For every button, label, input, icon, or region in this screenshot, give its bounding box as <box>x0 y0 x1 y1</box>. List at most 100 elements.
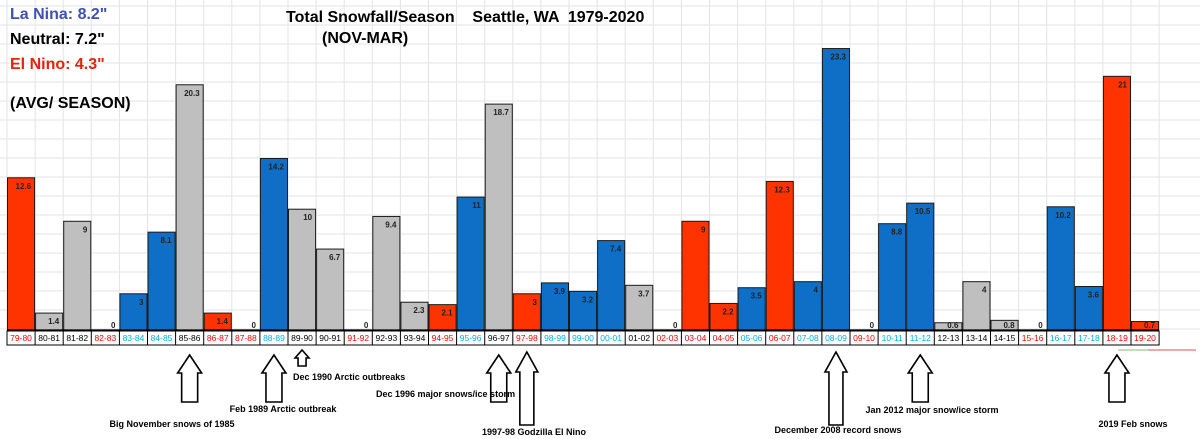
legend-neutral: Neutral: 7.2" <box>10 31 105 48</box>
value-label: 6.7 <box>329 253 341 262</box>
up-arrow-icon <box>293 348 311 367</box>
bar-06-07 <box>765 180 794 331</box>
category-label: 11-12 <box>910 333 931 343</box>
category-label: 83-84 <box>123 333 145 343</box>
value-label: 0 <box>673 321 678 330</box>
value-label: 20.3 <box>184 89 200 98</box>
value-label: 9 <box>701 225 706 234</box>
category-label: 08-09 <box>825 333 847 343</box>
bar-17-18 <box>1074 286 1103 331</box>
category-label: 03-04 <box>685 333 707 343</box>
bar-03-04 <box>681 220 710 331</box>
value-label: 18.7 <box>493 108 509 117</box>
category-label: 05-06 <box>741 333 763 343</box>
annotations-group: Big November snows of 1985 Feb 1989 Arcti… <box>109 348 1168 437</box>
value-label: 3.5 <box>751 292 763 301</box>
bar-97-98 <box>512 293 541 331</box>
bar-05-06 <box>737 287 766 331</box>
category-label: 01-02 <box>628 333 650 343</box>
category-label: 19-20 <box>1134 333 1156 343</box>
bar-11-12 <box>906 202 935 331</box>
bar-98-99 <box>540 282 570 331</box>
category-label: 79-80 <box>10 333 32 343</box>
category-labels-group: 79-80 80-81 81-82 82-83 83-84 84-85 85-86 86-87… <box>6 329 1196 351</box>
category-label: 93-94 <box>404 333 426 343</box>
bar-07-08 <box>793 281 822 331</box>
bar-00-01 <box>597 240 626 331</box>
category-label: 92-93 <box>375 333 397 343</box>
value-label: 14.2 <box>268 162 284 171</box>
value-label: 8.1 <box>160 236 172 245</box>
value-label: 9 <box>83 225 88 234</box>
value-label: 3.2 <box>582 295 594 304</box>
bar-16-17 <box>1046 206 1075 331</box>
bar-79-80 <box>7 177 36 331</box>
category-label: 15-16 <box>1022 333 1044 343</box>
bar-94-95 <box>428 304 457 331</box>
value-label: 0 <box>364 321 369 330</box>
category-label: 07-08 <box>797 333 819 343</box>
value-label: 3.6 <box>1088 291 1100 300</box>
up-arrow-icon <box>823 350 849 426</box>
value-label: 0.7 <box>1144 321 1156 330</box>
value-label: 10 <box>303 213 312 222</box>
annotation-label: Dec 1990 Arctic outbreaks <box>293 372 405 382</box>
up-arrow-icon <box>514 350 540 426</box>
category-label: 90-91 <box>319 333 341 343</box>
value-label: 0.8 <box>1003 321 1015 330</box>
value-label: 0 <box>870 321 875 330</box>
value-label: 3 <box>139 298 144 307</box>
category-label: 81-82 <box>66 333 88 343</box>
category-label: 99-00 <box>572 333 594 343</box>
value-label: 1.4 <box>48 317 60 326</box>
bar-81-82 <box>63 220 92 331</box>
bar-93-94 <box>400 301 429 331</box>
value-label: 3 <box>532 298 537 307</box>
legend-el-nino: El Nino: 4.3" <box>10 56 105 73</box>
bar-88-89 <box>259 157 288 331</box>
category-label: 04-05 <box>713 333 735 343</box>
bars-group <box>7 48 1160 331</box>
annotation-label: Dec 1996 major snows/ice storm <box>376 389 515 399</box>
bar-92-93 <box>372 215 401 331</box>
up-arrow-icon <box>260 353 288 403</box>
legend-la-nina: La Nina: 8.2" <box>10 6 108 23</box>
category-label: 94-95 <box>432 333 454 343</box>
bar-85-86 <box>175 84 204 331</box>
bar-01-02 <box>625 284 654 331</box>
value-label: 2.3 <box>413 306 425 315</box>
category-label: 00-01 <box>600 333 622 343</box>
category-label: 80-81 <box>38 333 60 343</box>
category-label: 18-19 <box>1106 333 1128 343</box>
value-label: 10.5 <box>915 207 931 216</box>
value-label: 9.4 <box>385 220 397 229</box>
value-label: 11 <box>472 201 481 210</box>
category-label: 14-15 <box>994 333 1016 343</box>
value-label: 3.9 <box>554 287 566 296</box>
value-label: 2.2 <box>722 307 734 316</box>
category-label: 17-18 <box>1078 333 1100 343</box>
annotation-label: 1997-98 Godzilla El Nino <box>482 427 587 437</box>
category-label: 96-97 <box>488 333 510 343</box>
category-label: 10-11 <box>882 333 903 343</box>
bar-08-09 <box>821 48 851 331</box>
bar-96-97 <box>484 103 513 331</box>
annotation-label: Jan 2012 major snow/ice storm <box>865 405 998 415</box>
up-arrow-icon <box>485 353 513 403</box>
category-label: 12-13 <box>937 333 959 343</box>
category-label: 91-92 <box>347 333 369 343</box>
category-label: 13-14 <box>966 333 988 343</box>
value-label: 23.3 <box>830 53 846 62</box>
value-label: 12.3 <box>774 185 790 194</box>
category-label: 02-03 <box>656 333 678 343</box>
annotation-label: Big November snows of 1985 <box>109 419 234 429</box>
up-arrow-icon <box>906 353 934 403</box>
category-label: 85-86 <box>179 333 201 343</box>
value-label: 0 <box>251 321 256 330</box>
category-label: 06-07 <box>769 333 791 343</box>
category-label: 88-89 <box>263 333 285 343</box>
value-label: 0 <box>111 321 116 330</box>
value-label: 12.6 <box>16 182 32 191</box>
chart-title: Total Snowfall/Season Seattle, WA 1979-2… <box>286 9 645 26</box>
